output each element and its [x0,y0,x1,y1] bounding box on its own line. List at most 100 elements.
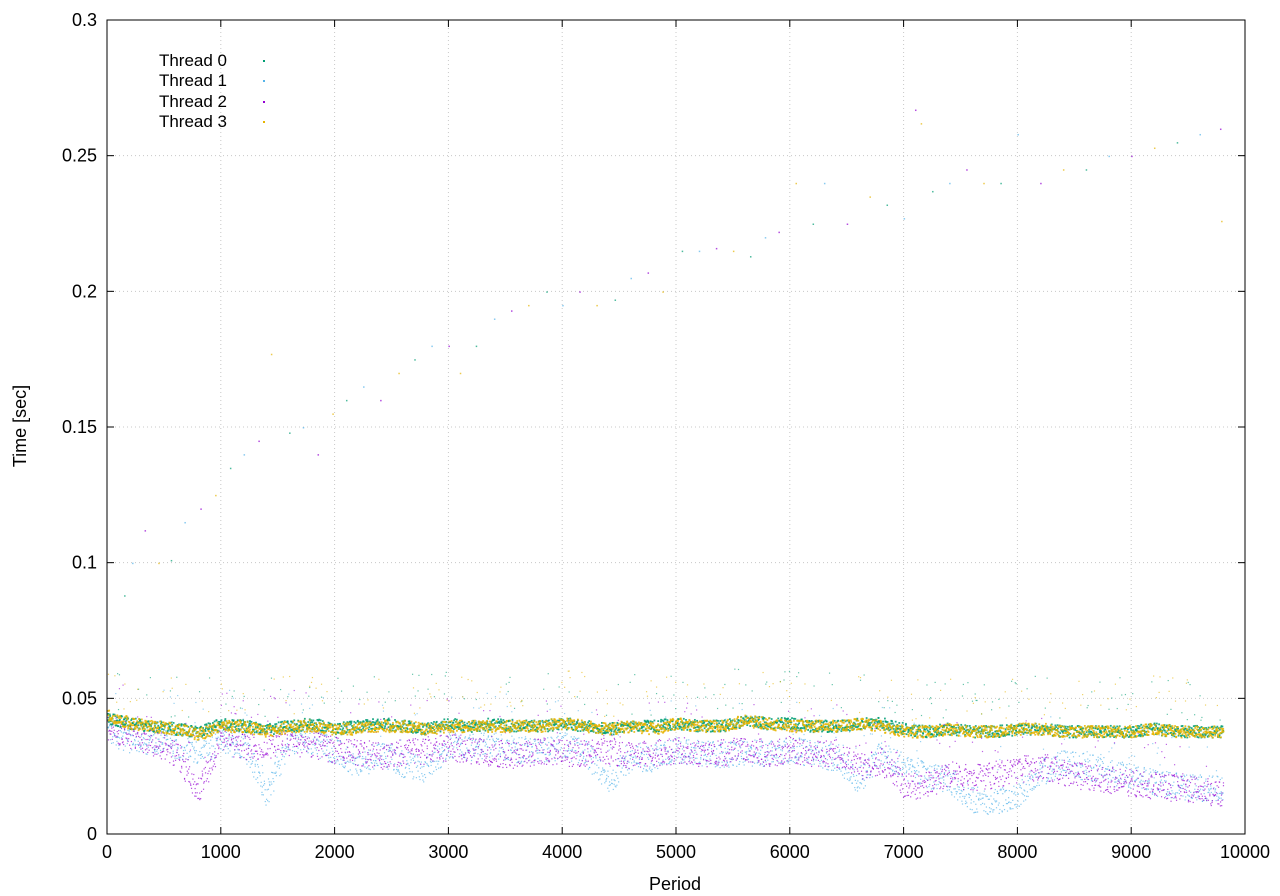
data-point [518,763,521,765]
data-point [640,762,642,764]
data-point [798,756,800,758]
data-point [781,761,783,763]
data-point [545,757,547,759]
data-point [282,746,284,748]
data-point [981,793,983,795]
data-point [480,751,482,754]
data-point [727,764,730,766]
data-point [654,757,656,759]
data-point [210,758,212,760]
data-point [335,750,337,752]
data-point [518,760,520,762]
data-point [287,746,290,749]
data-point [586,755,588,757]
data-point [829,757,832,759]
data-point [552,739,555,741]
data-point [175,755,178,757]
data-point [764,753,766,756]
data-point [549,708,551,711]
data-point [1078,773,1080,775]
data-point [230,744,232,746]
data-point [650,760,653,762]
data-point [829,748,831,750]
data-point [305,736,307,738]
data-point [110,733,112,735]
data-point [168,745,170,747]
data-point [140,745,142,748]
data-point [481,748,483,751]
data-point [430,761,432,764]
data-point [907,794,910,796]
data-point [842,761,844,763]
data-point [728,766,730,768]
data-point [954,770,956,772]
data-point [428,765,430,768]
data-point [566,733,568,735]
data-point [975,784,978,786]
data-point [929,772,931,774]
data-point [203,768,205,770]
data-point [311,742,313,744]
data-point [395,772,397,774]
data-point [879,765,881,767]
data-point [253,745,255,747]
data-point [518,737,520,739]
data-point [283,731,285,733]
data-point [350,754,352,756]
data-point [740,739,742,741]
data-point [181,746,183,748]
data-point [892,782,894,784]
data-point [549,749,551,752]
data-point [247,742,249,744]
data-point [330,760,332,763]
data-point [377,764,379,767]
data-point [712,749,715,752]
data-point [389,744,391,746]
data-point [689,759,691,761]
data-point [451,745,453,747]
data-point [1064,785,1066,787]
data-point [782,762,784,764]
data-point [1010,801,1012,804]
data-point [323,738,325,740]
data-point [537,757,539,760]
data-point [147,738,149,741]
data-point [815,744,817,747]
data-point [600,783,603,785]
data-point [1108,769,1110,771]
data-point [314,744,316,746]
data-point [1072,783,1074,785]
data-point [952,778,954,781]
data-point [256,763,259,766]
data-point [138,750,140,753]
data-point [1028,784,1030,786]
data-point [837,724,839,726]
data-point [792,737,795,740]
data-point [760,745,762,747]
data-point [1140,779,1142,781]
data-point [808,755,810,758]
data-point [1204,785,1206,787]
data-point [414,744,416,746]
data-point [596,743,598,745]
data-point [515,758,517,760]
data-point [1001,762,1003,764]
data-point [863,787,865,789]
data-point [1058,759,1061,761]
data-point [216,739,218,742]
data-point [1078,776,1080,778]
data-point [1061,759,1063,761]
data-point [284,750,286,752]
data-point [146,753,148,755]
data-point [293,750,296,753]
data-point [879,747,881,749]
data-point [666,763,668,765]
data-point [291,733,294,735]
data-point [1103,775,1105,777]
data-point [746,756,748,758]
data-point [502,766,504,769]
data-point [501,746,503,749]
data-point [486,692,488,695]
data-point [686,747,688,749]
data-point [1009,807,1011,809]
